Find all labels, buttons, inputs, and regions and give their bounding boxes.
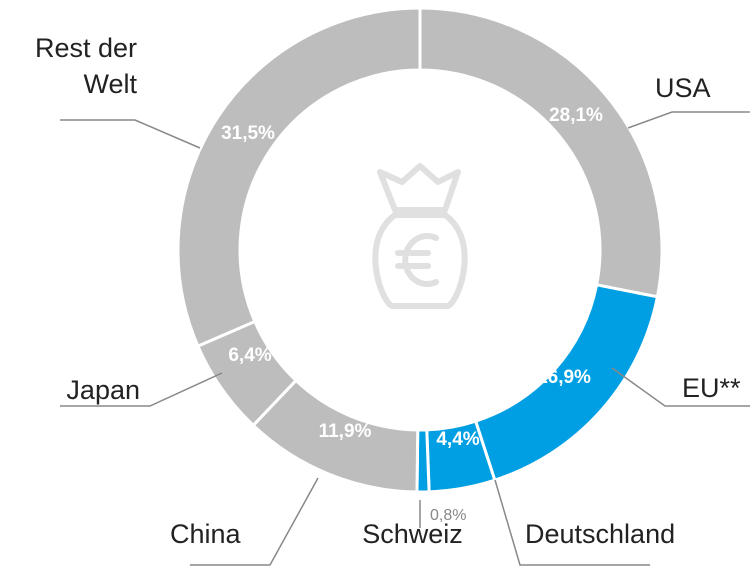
category-label: China bbox=[170, 519, 241, 549]
category-label: USA bbox=[655, 73, 711, 103]
value-label: 4,4% bbox=[436, 429, 479, 450]
category-label: Rest der Welt bbox=[34, 33, 137, 99]
leader-line bbox=[190, 477, 319, 566]
leader-line bbox=[494, 479, 650, 566]
donut-slice bbox=[176, 6, 422, 349]
donut-slice bbox=[418, 6, 664, 299]
value-label: 31,5% bbox=[221, 123, 275, 144]
leader-line bbox=[60, 372, 223, 407]
leader-line bbox=[60, 119, 201, 149]
value-label: 16,9% bbox=[537, 367, 591, 388]
value-label: 0,8% bbox=[430, 507, 466, 524]
leader-line bbox=[611, 367, 750, 407]
value-label: 28,1% bbox=[549, 105, 603, 126]
category-label: Schweiz bbox=[362, 519, 463, 549]
value-label: 6,4% bbox=[228, 345, 271, 366]
value-label: 11,9% bbox=[319, 421, 372, 442]
category-label: Deutschland bbox=[525, 519, 676, 549]
category-label: Japan bbox=[66, 375, 140, 405]
leader-line bbox=[627, 111, 750, 129]
category-label: EU** bbox=[682, 373, 741, 403]
money-bag-icon bbox=[372, 163, 468, 309]
